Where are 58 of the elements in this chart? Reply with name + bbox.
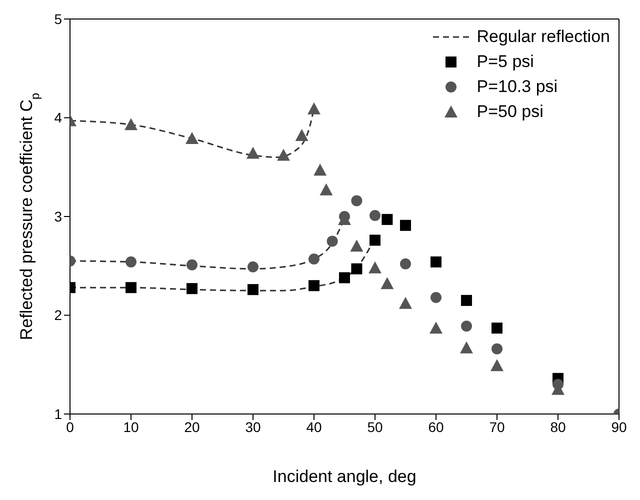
point (430, 256, 442, 268)
x-tick-label: 10 (123, 418, 139, 435)
point (308, 253, 320, 264)
point (400, 258, 411, 270)
y-tick-label: 5 (54, 10, 62, 27)
point (460, 341, 473, 354)
point (351, 263, 362, 274)
point (368, 261, 382, 274)
point (126, 282, 136, 294)
x-axis-title: Incident angle, deg (272, 467, 416, 486)
y-tick-label: 1 (54, 406, 62, 422)
point (399, 296, 412, 309)
point (492, 322, 502, 334)
legend-label: Regular reflection (476, 26, 610, 48)
x-tick-label: 60 (428, 418, 444, 435)
point (186, 132, 198, 144)
point (126, 256, 136, 268)
x-tick-label: 80 (550, 418, 566, 435)
y-tick-label: 4 (54, 110, 62, 126)
y-tick-label: 2 (54, 307, 62, 324)
point (400, 220, 411, 231)
point (370, 234, 380, 246)
point (124, 118, 138, 130)
point (248, 284, 258, 296)
y-tick-label: 3 (54, 208, 62, 224)
x-tick-label: 50 (367, 418, 383, 435)
legend-label: P=10.3 psi (476, 76, 558, 98)
x-tick-label: 40 (306, 418, 322, 435)
legend-label: P=50 psi (476, 101, 544, 123)
point (370, 210, 380, 222)
point (248, 261, 258, 272)
point (186, 259, 198, 270)
point (314, 164, 327, 176)
legend-label: P=5 psi (476, 51, 534, 73)
x-tick-label: 90 (611, 418, 627, 435)
point (490, 359, 504, 372)
point (326, 236, 338, 247)
point (308, 102, 320, 114)
point (186, 283, 198, 294)
point (351, 195, 362, 206)
point (320, 183, 333, 196)
point (461, 320, 472, 332)
x-tick-label: 70 (489, 418, 505, 435)
point (430, 292, 442, 303)
x-tick-label: 20 (184, 418, 200, 435)
point (246, 146, 260, 159)
point (430, 322, 442, 334)
x-tick-label: 0 (66, 418, 74, 435)
point (350, 240, 364, 252)
point (308, 280, 320, 292)
point (339, 272, 350, 284)
point (380, 277, 394, 290)
point (277, 148, 290, 161)
point (382, 214, 393, 225)
x-tick-label: 30 (245, 418, 261, 435)
point (492, 343, 502, 354)
point (461, 294, 472, 306)
point (295, 129, 308, 142)
